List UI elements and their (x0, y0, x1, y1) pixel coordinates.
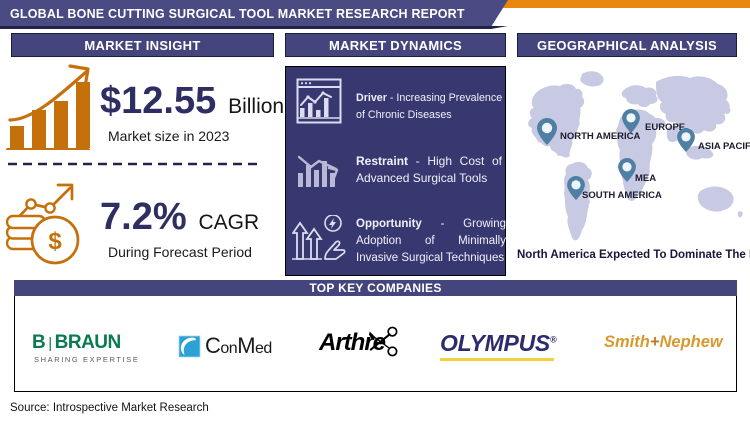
svg-text:$: $ (48, 228, 62, 255)
